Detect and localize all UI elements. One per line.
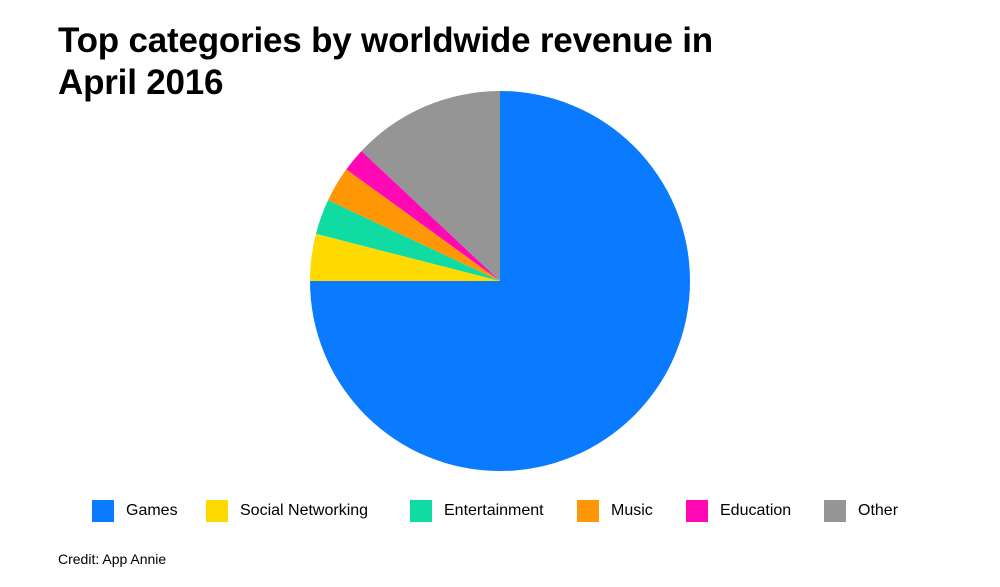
- legend-item-music: Music: [577, 497, 653, 525]
- legend-item-education: Education: [686, 497, 791, 525]
- legend-label-social-networking: Social Networking: [240, 502, 369, 519]
- legend-label-games: Games: [126, 502, 178, 519]
- legend-swatch-music: [577, 500, 599, 522]
- legend-item-other: Other: [824, 497, 898, 525]
- legend-swatch-other: [824, 500, 846, 522]
- pie-slice-music: [328, 169, 500, 281]
- legend-item-games: Games: [92, 497, 178, 525]
- legend-label-education: Education: [720, 502, 792, 519]
- legend-swatch-entertainment: [410, 500, 432, 522]
- legend: Games Social Networking Entertainment Mu…: [92, 497, 952, 525]
- legend-item-entertainment: Entertainment: [410, 497, 544, 525]
- pie-slice-education: [346, 150, 500, 281]
- legend-swatch-social-networking: [206, 500, 228, 522]
- legend-swatch-education: [686, 500, 708, 522]
- chart-title: Top categories by worldwide revenue in A…: [58, 21, 713, 102]
- legend-label-entertainment: Entertainment: [444, 502, 544, 519]
- credit-text: Credit: App Annie: [58, 551, 167, 567]
- pie-slice-social-networking: [310, 233, 500, 281]
- pie-slice-other: [361, 91, 500, 281]
- pie-slice-entertainment: [315, 200, 500, 281]
- pie-slices: [310, 91, 690, 471]
- legend-item-social-networking: Social Networking: [206, 497, 368, 525]
- legend-swatch-games: [92, 500, 114, 522]
- legend-label-other: Other: [858, 502, 899, 519]
- legend-label-music: Music: [611, 502, 653, 519]
